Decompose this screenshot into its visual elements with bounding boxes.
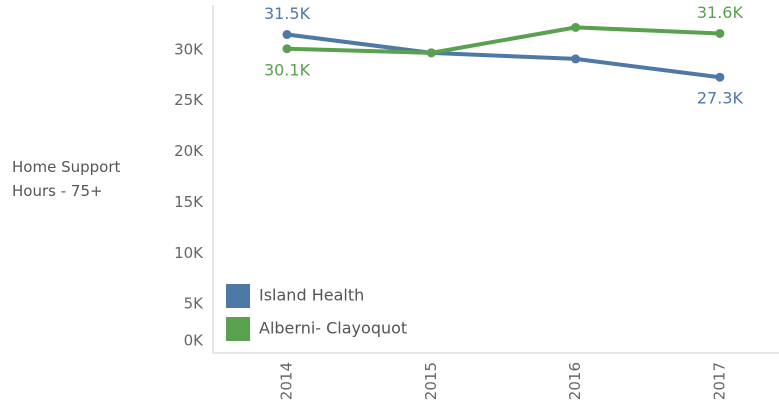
x-tick-label: 2016	[566, 362, 584, 400]
y-tick-label: 15K	[174, 193, 204, 211]
point	[426, 48, 436, 58]
y-axis-label: Home Support Hours - 75+	[12, 158, 121, 200]
y-tick-label: 5K	[184, 295, 205, 313]
point	[571, 22, 581, 32]
y-tick-label: 20K	[174, 142, 204, 160]
point	[282, 44, 292, 54]
y-tick-label: 25K	[174, 91, 204, 109]
legend-label: Island Health	[259, 286, 364, 305]
legend-swatch	[226, 284, 250, 308]
x-tick-label: 2017	[710, 362, 728, 400]
x-tick-label: 2014	[278, 362, 296, 400]
data-label: 27.3K	[697, 89, 744, 108]
point	[715, 72, 725, 82]
point	[715, 28, 725, 38]
legend-swatch	[226, 317, 250, 341]
y-tick-label: 0K	[184, 332, 205, 350]
y-tick-label: 30K	[174, 40, 204, 58]
series-line	[286, 25, 720, 55]
y-tick-label: 10K	[174, 244, 204, 262]
data-label: 30.1K	[264, 60, 311, 79]
series-line	[286, 32, 721, 80]
data-label: 31.5K	[264, 4, 311, 23]
point	[571, 54, 581, 64]
data-label: 31.6K	[697, 3, 744, 22]
legend-label: Alberni- Clayoquot	[259, 319, 407, 338]
x-tick-label: 2015	[422, 362, 440, 400]
point	[282, 30, 292, 40]
